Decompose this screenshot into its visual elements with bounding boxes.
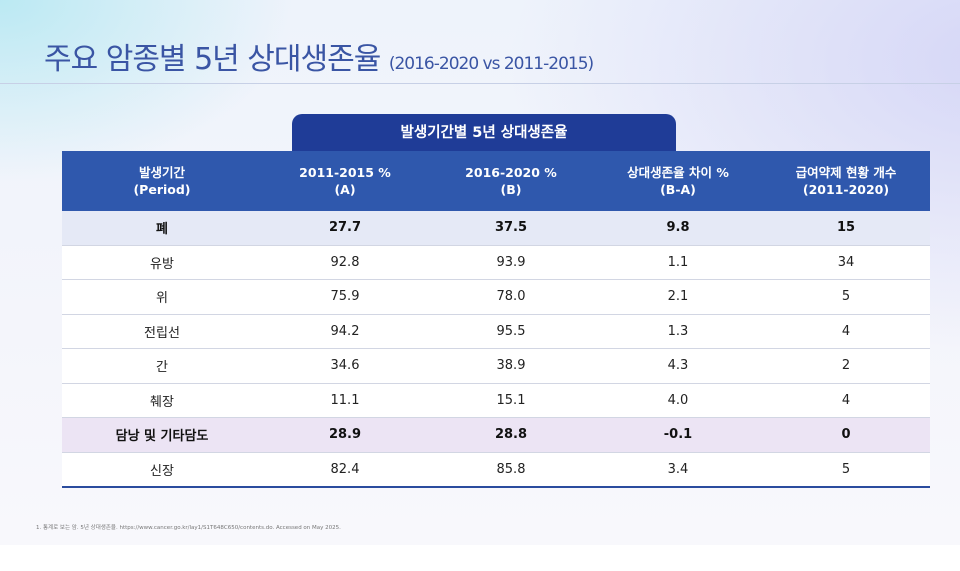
- title-divider: [0, 83, 960, 84]
- rate-b-cell: 15.1: [428, 383, 594, 418]
- table-tab-label: 발생기간별 5년 상대생존율: [292, 114, 676, 152]
- difference-cell: -0.1: [594, 417, 762, 453]
- rate-b-cell: 37.5: [428, 211, 594, 246]
- cancer-type-cell: 간: [62, 348, 262, 384]
- drug-count-cell: 34: [762, 245, 930, 280]
- difference-cell: 1.1: [594, 245, 762, 280]
- header-2016-2020: 2016-2020 % (B): [428, 151, 594, 211]
- table-row: 담낭 및 기타담도 28.9 28.8 -0.1 0: [62, 417, 930, 453]
- table-row: 신장 82.4 85.8 3.4 5: [62, 452, 930, 488]
- drug-count-cell: 4: [762, 314, 930, 349]
- difference-cell: 2.1: [594, 279, 762, 315]
- cancer-type-cell: 신장: [62, 452, 262, 488]
- drug-count-cell: 5: [762, 452, 930, 488]
- drug-count-cell: 2: [762, 348, 930, 384]
- header-period: 발생기간 (Period): [62, 151, 262, 211]
- rate-a-cell: 27.7: [262, 211, 428, 246]
- rate-b-cell: 38.9: [428, 348, 594, 384]
- table-header-row: 발생기간 (Period) 2011-2015 % (A) 2016-2020 %(…: [62, 151, 930, 211]
- rate-b-cell: 93.9: [428, 245, 594, 280]
- rate-a-cell: 94.2: [262, 314, 428, 349]
- header-difference: 상대생존율 차이 % (B-A): [594, 151, 762, 211]
- cancer-type-cell: 담낭 및 기타담도: [62, 417, 262, 453]
- drug-count-cell: 5: [762, 279, 930, 315]
- difference-cell: 1.3: [594, 314, 762, 349]
- footnote: 1. 통계로 보는 암. 5년 상대생존율. https://www.cance…: [36, 525, 341, 531]
- slide-title-sub: (2016-2020 vs 2011-2015): [388, 54, 594, 74]
- header-drug-count: 급여약제 현황 개수 (2011-2020): [762, 151, 930, 211]
- header-2011-2015: 2011-2015 % (A): [262, 151, 428, 211]
- rate-a-cell: 82.4: [262, 452, 428, 488]
- table-row: 유방 92.8 93.9 1.1 34: [62, 245, 930, 280]
- table-row: 췌장 11.1 15.1 4.0 4: [62, 383, 930, 418]
- rate-b-cell: 28.8: [428, 417, 594, 453]
- rate-b-cell: 78.0: [428, 279, 594, 315]
- rate-b-cell: 85.8: [428, 452, 594, 488]
- cancer-type-cell: 췌장: [62, 383, 262, 418]
- rate-a-cell: 11.1: [262, 383, 428, 418]
- difference-cell: 4.3: [594, 348, 762, 384]
- survival-table: 발생기간 (Period) 2011-2015 % (A) 2016-2020 %(…: [62, 151, 930, 488]
- slide-title: 주요 암종별 5년 상대생존율 (2016-2020 vs 2011-2015): [44, 34, 594, 78]
- table-row: 폐 27.7 37.5 9.8 15: [62, 211, 930, 246]
- drug-count-cell: 0: [762, 417, 930, 453]
- cancer-type-cell: 위: [62, 279, 262, 315]
- difference-cell: 4.0: [594, 383, 762, 418]
- rate-a-cell: 34.6: [262, 348, 428, 384]
- cancer-type-cell: 전립선: [62, 314, 262, 349]
- rate-a-cell: 75.9: [262, 279, 428, 315]
- table-row: 간 34.6 38.9 4.3 2: [62, 348, 930, 384]
- table-row: 전립선 94.2 95.5 1.3 4: [62, 314, 930, 349]
- cancer-type-cell: 폐: [62, 211, 262, 246]
- difference-cell: 3.4: [594, 452, 762, 488]
- slide-title-main: 주요 암종별 5년 상대생존율: [44, 42, 381, 77]
- drug-count-cell: 4: [762, 383, 930, 418]
- table-row: 위 75.9 78.0 2.1 5: [62, 279, 930, 315]
- drug-count-cell: 15: [762, 211, 930, 246]
- difference-cell: 9.8: [594, 211, 762, 246]
- rate-a-cell: 28.9: [262, 417, 428, 453]
- rate-a-cell: 92.8: [262, 245, 428, 280]
- cancer-type-cell: 유방: [62, 245, 262, 280]
- rate-b-cell: 95.5: [428, 314, 594, 349]
